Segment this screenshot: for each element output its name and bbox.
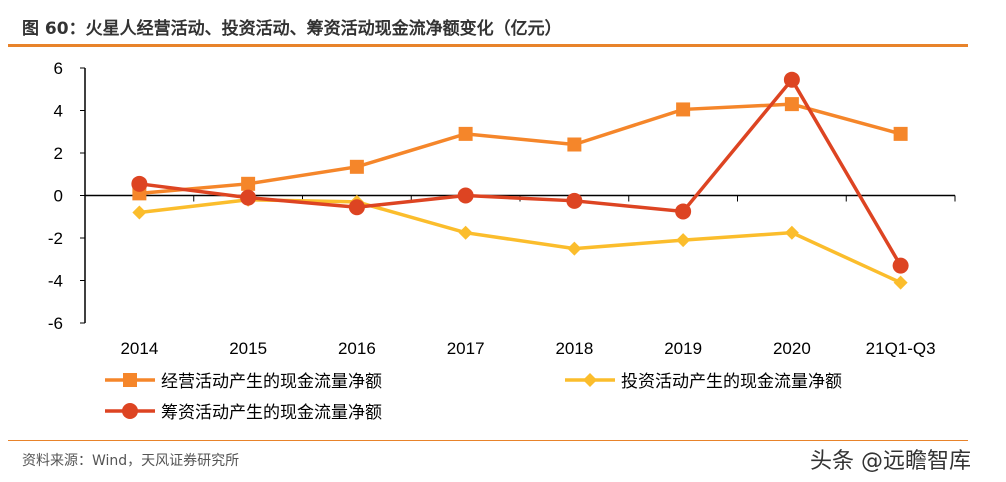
x-tick-label: 2016	[338, 339, 376, 358]
y-tick-label: 4	[54, 102, 63, 121]
series-line-0	[139, 102, 902, 196]
y-tick-label: -2	[48, 229, 63, 248]
data-point	[676, 233, 691, 248]
data-point	[131, 175, 148, 192]
legend-label: 经营活动产生的现金流量净额	[161, 372, 382, 392]
y-tick-label: 6	[54, 59, 63, 78]
watermark: 头条 @远瞻智库	[810, 449, 971, 474]
data-point	[784, 97, 799, 112]
data-point	[348, 199, 365, 216]
data-point	[676, 102, 691, 117]
title-divider	[8, 44, 968, 47]
x-tick-label: 2018	[555, 339, 593, 358]
y-tick-label: 0	[54, 187, 63, 206]
x-tick-label: 2014	[120, 339, 158, 358]
x-tick-label: 2020	[773, 339, 811, 358]
series-line-2	[139, 76, 903, 267]
x-tick-label: 2015	[229, 339, 267, 358]
data-point	[132, 205, 147, 220]
x-tick-label: 21Q1-Q3	[866, 339, 936, 358]
y-tick-label: -4	[48, 272, 63, 291]
data-point	[784, 225, 799, 240]
legend-marker	[123, 373, 137, 387]
x-tick-label: 2019	[664, 339, 702, 358]
data-point	[566, 192, 583, 209]
data-point	[893, 275, 908, 290]
data-point	[457, 187, 474, 204]
data-point	[892, 257, 909, 274]
data-point	[240, 189, 257, 206]
legend-label: 筹资活动产生的现金流量净额	[161, 403, 382, 423]
data-point	[675, 203, 692, 220]
data-point	[241, 176, 256, 191]
footer-divider	[8, 440, 968, 441]
data-point	[783, 71, 800, 88]
data-point	[567, 137, 582, 152]
data-point	[893, 126, 908, 141]
legend-marker	[122, 403, 138, 419]
y-tick-label: 2	[54, 144, 63, 163]
y-tick-label: -6	[48, 314, 63, 333]
x-tick-label: 2017	[447, 339, 485, 358]
data-point	[567, 241, 582, 256]
chart-title: 图 60：火星人经营活动、投资活动、筹资活动现金流净额变化（亿元）	[22, 19, 562, 39]
data-point	[458, 225, 473, 240]
data-point	[349, 159, 364, 174]
series-line-1	[139, 197, 902, 285]
legend-label: 投资活动产生的现金流量净额	[621, 372, 842, 392]
legend-marker	[583, 373, 597, 387]
source-note: 资料来源：Wind，天风证券研究所	[22, 453, 240, 469]
data-point	[458, 126, 473, 141]
